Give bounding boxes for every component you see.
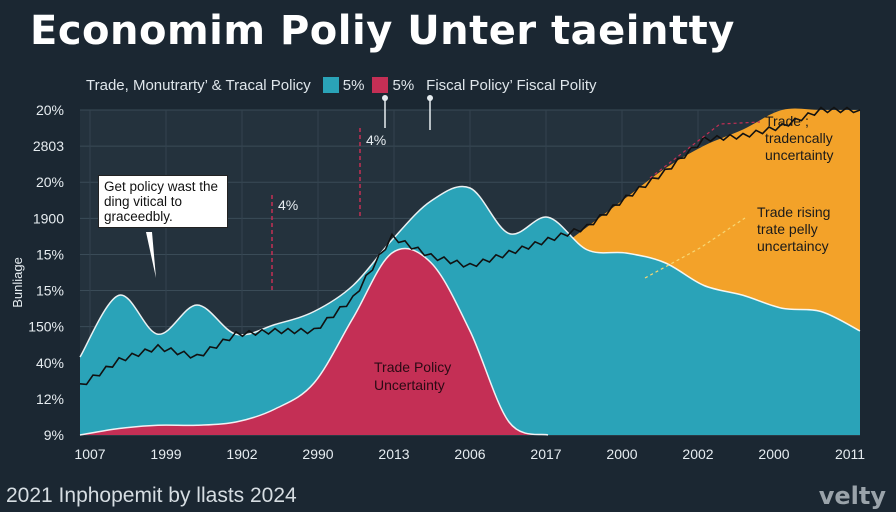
series-area-teal <box>80 186 860 435</box>
y-tick-label: 9% <box>44 427 64 443</box>
annotation-red-area: Trade Policy Uncertainty <box>374 359 451 393</box>
x-tick-label: 2990 <box>302 446 333 462</box>
annotation-4pct-1: 4% <box>278 197 298 213</box>
annotation-orange-mid: Trade rising trate pelly uncertaincy <box>757 204 830 254</box>
x-tick-label: 2017 <box>530 446 561 462</box>
callout-box: Get policy wast the ding vitical to grac… <box>98 175 228 228</box>
x-tick-label: 2013 <box>378 446 409 462</box>
x-tick-label: 2000 <box>606 446 637 462</box>
annotation-orange-top: Trade ; tradencally uncertainty <box>765 113 833 163</box>
callout-tail <box>146 232 156 278</box>
y-tick-label: 20% <box>36 102 64 118</box>
series-outline-teal <box>79 185 861 358</box>
y-axis-label: Bunliage <box>10 257 25 308</box>
annotation-connector-1 <box>649 121 761 179</box>
x-tick-label: 2011 <box>835 446 865 462</box>
y-tick-label: 15% <box>36 246 64 262</box>
x-tick-label: 2000 <box>758 446 789 462</box>
y-tick-label: 20% <box>36 174 64 190</box>
x-tick-label: 1007 <box>74 446 105 462</box>
page-title: Economim Poliy Unter taeintty <box>30 8 735 54</box>
legend: Trade, Monutrarty’ & Tracal Policy 5% 5%… <box>86 75 596 95</box>
legend-swatch-1 <box>322 77 339 93</box>
x-tick-label: 1999 <box>150 446 181 462</box>
y-tick-label: 15% <box>36 283 64 299</box>
y-tick-label: 40% <box>36 355 64 371</box>
y-tick-label: 1900 <box>33 210 64 226</box>
legend-item-1: 5% <box>342 76 365 94</box>
legend-item-2: 5% <box>392 76 415 94</box>
series-outline-red <box>79 247 549 436</box>
legend-swatch-2 <box>372 77 389 93</box>
footer-text: 2021 Inphopemit by llasts 2024 <box>6 484 297 507</box>
y-tick-label: 150% <box>28 319 64 335</box>
legend-right-text: Fiscal Policy’ Fiscal Polity <box>426 76 597 94</box>
brand-logo: velty <box>818 482 886 510</box>
annotation-4pct-2: 4% <box>366 132 386 148</box>
series-line <box>79 106 861 386</box>
legend-pointer-dot-2 <box>427 95 433 101</box>
legend-left-text: Trade, Monutrarty’ & Tracal Policy <box>86 76 311 94</box>
x-tick-label: 2002 <box>682 446 713 462</box>
x-tick-label: 2006 <box>454 446 485 462</box>
x-tick-label: 1902 <box>226 446 257 462</box>
y-tick-label: 12% <box>36 391 64 407</box>
legend-pointer-dot-1 <box>382 95 388 101</box>
series-area-red <box>80 248 548 435</box>
y-tick-label: 2803 <box>33 138 64 154</box>
annotation-connector-2 <box>644 217 746 279</box>
